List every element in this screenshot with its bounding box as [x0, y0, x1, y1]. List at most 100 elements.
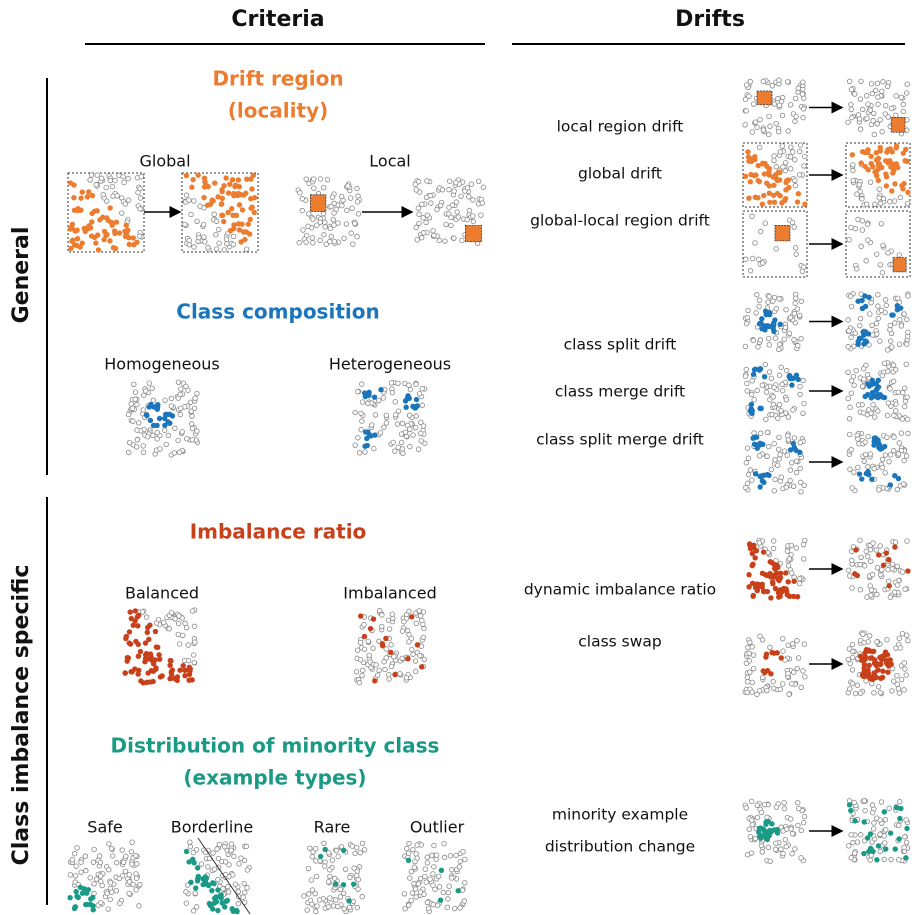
- point: [231, 853, 237, 860]
- point: [757, 337, 764, 343]
- point: [236, 202, 243, 208]
- point: [868, 300, 874, 306]
- point: [900, 101, 906, 108]
- point: [436, 873, 442, 879]
- point: [793, 545, 800, 551]
- point: [406, 632, 412, 638]
- panel-frame: [181, 172, 259, 253]
- point: [185, 657, 192, 664]
- point: [215, 876, 221, 883]
- point: [750, 435, 756, 441]
- point: [73, 863, 79, 869]
- point: [886, 458, 892, 465]
- point: [464, 216, 470, 223]
- point: [884, 434, 890, 441]
- point: [436, 884, 443, 890]
- point: [194, 390, 200, 397]
- point: [150, 397, 157, 404]
- point: [395, 408, 402, 414]
- point: [350, 241, 356, 247]
- point: [202, 878, 209, 885]
- point: [191, 244, 197, 250]
- point: [849, 114, 855, 121]
- point: [768, 375, 774, 381]
- point: [797, 465, 803, 472]
- panel-frame: [742, 210, 808, 278]
- point: [783, 843, 789, 850]
- point: [215, 887, 221, 893]
- point: [216, 240, 222, 246]
- point: [894, 486, 900, 493]
- point: [106, 841, 112, 847]
- point: [137, 881, 143, 888]
- point: [759, 201, 766, 207]
- point: [849, 485, 855, 491]
- point: [407, 386, 414, 393]
- point: [885, 400, 892, 406]
- point: [359, 418, 365, 424]
- point: [789, 460, 795, 466]
- point: [406, 639, 412, 645]
- point: [879, 464, 885, 471]
- point: [417, 875, 424, 882]
- point: [856, 335, 863, 341]
- point: [142, 658, 148, 665]
- point: [845, 317, 851, 323]
- point: [756, 321, 763, 327]
- point: [869, 680, 875, 687]
- point: [327, 873, 333, 880]
- option: Global: [139, 152, 190, 171]
- point: [135, 189, 141, 196]
- point: [870, 675, 876, 681]
- point: [98, 873, 104, 879]
- point: [305, 865, 312, 872]
- point: [413, 396, 420, 403]
- point: [793, 113, 799, 120]
- point: [766, 472, 772, 479]
- point: [903, 672, 909, 678]
- point: [453, 199, 460, 205]
- point: [870, 540, 876, 546]
- point: [314, 222, 320, 228]
- point: [900, 481, 907, 487]
- point: [749, 477, 755, 483]
- point: [244, 867, 251, 873]
- point: [333, 897, 339, 903]
- point: [68, 224, 74, 231]
- point: [360, 667, 366, 673]
- point: [376, 667, 382, 674]
- point: [867, 179, 874, 185]
- point: [851, 799, 857, 806]
- point: [859, 227, 866, 233]
- point: [896, 857, 902, 863]
- point: [475, 178, 482, 185]
- point: [871, 465, 877, 472]
- point: [167, 675, 173, 682]
- point: [251, 209, 258, 216]
- point: [437, 897, 444, 903]
- point: [761, 373, 768, 380]
- point: [857, 587, 864, 593]
- option: Imbalanced: [343, 584, 436, 603]
- point: [120, 174, 126, 180]
- drift-label: class split drift: [564, 336, 677, 354]
- point: [445, 889, 452, 896]
- point: [902, 834, 908, 840]
- point: [771, 153, 777, 159]
- point: [133, 875, 140, 881]
- point: [789, 382, 795, 388]
- point: [770, 538, 777, 544]
- point: [143, 411, 150, 418]
- point: [794, 638, 800, 644]
- point: [888, 105, 895, 112]
- point: [377, 430, 384, 436]
- point: [867, 311, 873, 317]
- point: [895, 389, 901, 396]
- point: [90, 907, 96, 913]
- point: [135, 420, 142, 426]
- point: [785, 414, 792, 420]
- point: [874, 639, 880, 645]
- point: [788, 542, 795, 549]
- point: [862, 451, 869, 458]
- point: [470, 197, 476, 203]
